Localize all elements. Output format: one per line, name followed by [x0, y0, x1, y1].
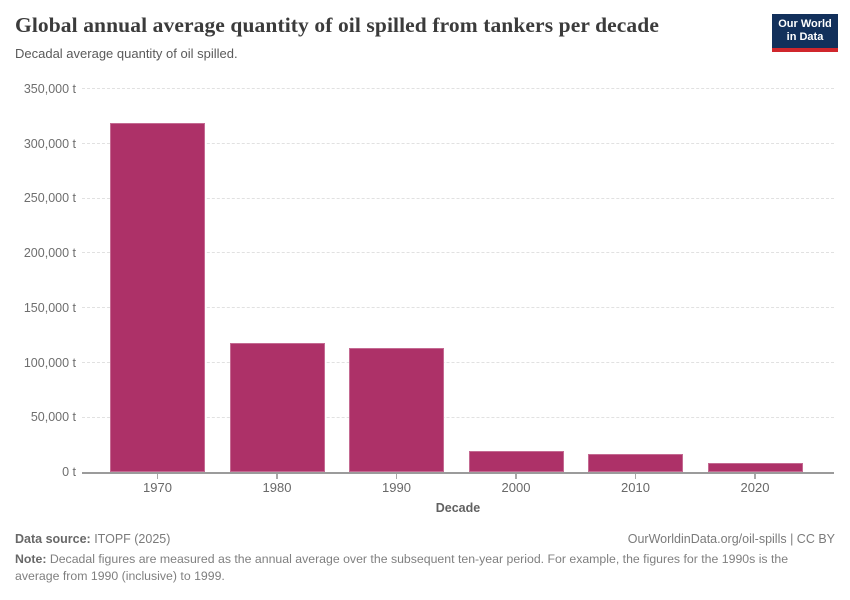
y-gridline — [82, 197, 834, 199]
data-source-label: Data source: — [15, 532, 91, 546]
y-gridline — [82, 416, 834, 418]
y-gridline — [82, 252, 834, 254]
note: Note: Decadal figures are measured as th… — [15, 551, 810, 585]
x-axis-line — [82, 472, 834, 474]
x-tick-label: 1980 — [262, 480, 292, 495]
attribution-link[interactable]: OurWorldinData.org/oil-spills | CC BY — [627, 532, 835, 546]
bar-1970[interactable] — [110, 122, 205, 472]
x-tick-mark — [634, 473, 637, 479]
data-source: Data source: ITOPF (2025) — [15, 531, 170, 547]
bar-2020[interactable] — [707, 463, 803, 472]
y-tick-label: 200,000 t — [23, 246, 76, 261]
owid-logo-line1: Our World — [778, 18, 832, 30]
y-gridline — [82, 307, 834, 309]
x-tick-mark — [156, 473, 159, 479]
y-tick-label: 100,000 t — [23, 355, 76, 370]
x-tick-mark — [515, 473, 517, 479]
bar-2010[interactable] — [588, 454, 683, 472]
owid-logo-line2: in Data — [786, 31, 824, 43]
y-tick-label: 350,000 t — [23, 82, 76, 96]
chart-subtitle: Decadal average quantity of oil spilled. — [15, 46, 238, 61]
x-tick-label: 1970 — [143, 480, 172, 495]
y-tick-label: 250,000 t — [23, 191, 76, 206]
owid-logo-red-bar — [772, 48, 838, 52]
y-tick-label: 300,000 t — [23, 136, 76, 151]
note-value: Decadal figures are measured as the annu… — [15, 552, 789, 583]
y-gridline — [82, 361, 834, 363]
x-tick-mark — [276, 473, 278, 479]
x-tick-label: 2010 — [621, 480, 650, 495]
x-tick-mark — [395, 473, 398, 479]
x-axis-title: Decade — [435, 501, 481, 515]
note-label: Note: — [15, 552, 47, 566]
y-tick-label: 150,000 t — [23, 300, 76, 315]
x-tick-label: 2000 — [501, 480, 531, 495]
data-source-value: ITOPF (2025) — [90, 532, 171, 546]
owid-logo[interactable]: Our World in Data — [772, 14, 838, 52]
y-gridline — [82, 142, 834, 144]
bar-1980[interactable] — [229, 343, 325, 472]
bar-2000[interactable] — [468, 450, 564, 472]
y-gridline — [82, 88, 834, 90]
bar-1990[interactable] — [349, 348, 444, 472]
x-tick-label: 1990 — [382, 480, 411, 495]
x-tick-label: 2020 — [740, 480, 770, 495]
y-tick-label: 0 t — [62, 465, 76, 479]
chart-title: Global annual average quantity of oil sp… — [15, 13, 659, 37]
owid-logo-text: Our World in Data — [772, 14, 838, 48]
x-tick-mark — [754, 473, 756, 479]
y-tick-label: 50,000 t — [30, 410, 76, 425]
